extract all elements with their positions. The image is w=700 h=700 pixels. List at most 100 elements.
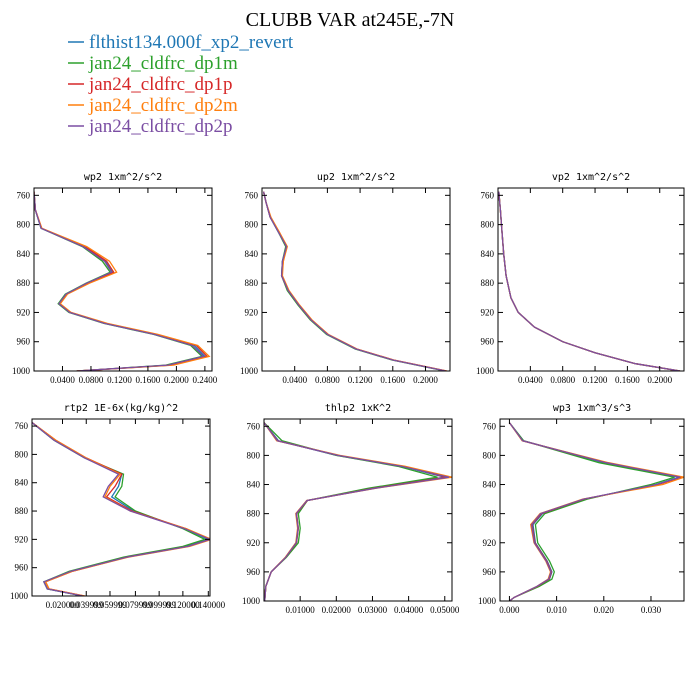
series-line <box>498 191 681 371</box>
x-tick-label: 0.010 <box>546 605 567 615</box>
x-tick-label: 0.000 <box>499 605 520 615</box>
y-tick-label: 880 <box>481 278 495 288</box>
y-tick-label: 1000 <box>10 591 29 601</box>
series-line <box>32 421 210 596</box>
plot-frame <box>31 418 211 597</box>
series-line <box>498 191 681 371</box>
series-line <box>34 191 209 371</box>
series-line <box>498 191 681 371</box>
y-tick-label: 840 <box>17 249 31 259</box>
series-line <box>262 191 447 371</box>
series-group <box>32 421 210 596</box>
x-tick-label: 0.1200 <box>348 375 373 385</box>
series-line <box>262 191 447 371</box>
series-line <box>34 191 207 371</box>
series-group <box>498 191 681 371</box>
x-tick-label: 0.020000 <box>46 600 80 610</box>
y-tick-label: 920 <box>247 538 261 548</box>
series-line <box>34 191 211 371</box>
y-tick-label: 880 <box>15 506 29 516</box>
x-tick-label: 0.03000 <box>358 605 388 615</box>
y-tick-label: 760 <box>483 421 497 431</box>
chart-panel: wp2 1xm^2/s^2 760 800 840 880 920 960 1000 0.040… <box>12 172 218 385</box>
legend-entry: jan24_cldfrc_dp1m <box>88 53 238 74</box>
x-tick-label: 0.140000 <box>191 600 225 610</box>
series-line <box>264 422 450 601</box>
y-tick-label: 800 <box>247 450 261 460</box>
x-tick-label: 0.1600 <box>615 375 640 385</box>
series-line <box>498 191 681 371</box>
y-tick-label: 840 <box>483 480 497 490</box>
panel-title: vp2 1xm^2/s^2 <box>552 172 630 183</box>
plot-frame <box>33 187 213 372</box>
legend: flthist134.000f_xp2_revertjan24_cldfrc_d… <box>68 32 294 137</box>
series-group <box>264 422 452 601</box>
series-line <box>32 421 210 596</box>
y-tick-label: 920 <box>17 307 31 317</box>
x-tick-label: 0.059999 <box>93 600 127 610</box>
y-tick-label: 960 <box>247 567 261 577</box>
plot-frame <box>499 418 685 602</box>
series-line <box>34 191 204 371</box>
panel-title: up2 1xm^2/s^2 <box>317 172 395 183</box>
series-line <box>264 422 445 601</box>
y-tick-label: 840 <box>15 478 29 488</box>
legend-entry: flthist134.000f_xp2_revert <box>89 32 294 53</box>
legend-entry: jan24_cldfrc_dp2p <box>88 116 233 137</box>
y-tick-label: 960 <box>483 567 497 577</box>
y-tick-label: 800 <box>15 449 29 459</box>
y-tick-label: 960 <box>481 337 495 347</box>
panel-title: thlp2 1xK^2 <box>325 403 391 414</box>
series-line <box>32 421 210 596</box>
plot-frame <box>263 418 453 602</box>
series-line <box>264 422 452 601</box>
y-tick-label: 880 <box>17 278 31 288</box>
legend-entry: jan24_cldfrc_dp2m <box>88 95 238 116</box>
x-tick-label: 0.2000 <box>413 375 438 385</box>
y-tick-label: 840 <box>247 480 261 490</box>
y-tick-label: 1000 <box>478 596 497 606</box>
series-line <box>508 422 680 601</box>
y-tick-label: 920 <box>15 534 29 544</box>
y-tick-label: 960 <box>15 563 29 573</box>
x-tick-label: 0.01000 <box>286 605 316 615</box>
x-tick-label: 0.0800 <box>550 375 575 385</box>
x-tick-label: 0.1600 <box>136 375 161 385</box>
y-tick-label: 840 <box>245 249 259 259</box>
series-line <box>262 191 447 371</box>
series-line <box>264 422 438 601</box>
chart-panel: thlp2 1xK^2 760 800 840 880 920 960 1000 0.01000… <box>242 403 460 615</box>
x-tick-label: 0.02000 <box>322 605 352 615</box>
figure-title: CLUBB VAR at245E,-7N <box>246 9 455 31</box>
series-line <box>508 422 684 601</box>
y-tick-label: 920 <box>481 307 495 317</box>
series-line <box>34 191 205 371</box>
legend-entry: jan24_cldfrc_dp1p <box>88 74 233 95</box>
x-tick-label: 0.039999 <box>69 600 103 610</box>
series-line <box>508 422 681 601</box>
y-tick-label: 1000 <box>476 366 495 376</box>
series-line <box>262 191 446 371</box>
y-tick-label: 760 <box>15 421 29 431</box>
y-tick-label: 880 <box>245 278 259 288</box>
x-tick-label: 0.0800 <box>315 375 340 385</box>
series-group <box>34 191 211 371</box>
series-line <box>262 191 447 371</box>
y-tick-label: 760 <box>17 190 31 200</box>
y-tick-label: 960 <box>17 337 31 347</box>
plot-frame <box>261 187 451 372</box>
series-line <box>508 422 682 601</box>
y-tick-label: 1000 <box>240 366 259 376</box>
x-tick-label: 0.030 <box>641 605 662 615</box>
series-line <box>32 421 207 596</box>
chart-panel: rtp2 1E-6x(kg/kg)^2 760 800 840 880 920 960 100… <box>10 403 226 610</box>
y-tick-label: 920 <box>245 307 259 317</box>
y-tick-label: 880 <box>247 509 261 519</box>
x-tick-label: 0.2000 <box>164 375 189 385</box>
y-tick-label: 800 <box>483 450 497 460</box>
plot-frame <box>497 187 685 372</box>
chart-panel: vp2 1xm^2/s^2 760 800 840 880 920 960 1000 0.040… <box>476 172 685 385</box>
y-tick-label: 1000 <box>242 596 261 606</box>
y-tick-label: 800 <box>245 220 259 230</box>
